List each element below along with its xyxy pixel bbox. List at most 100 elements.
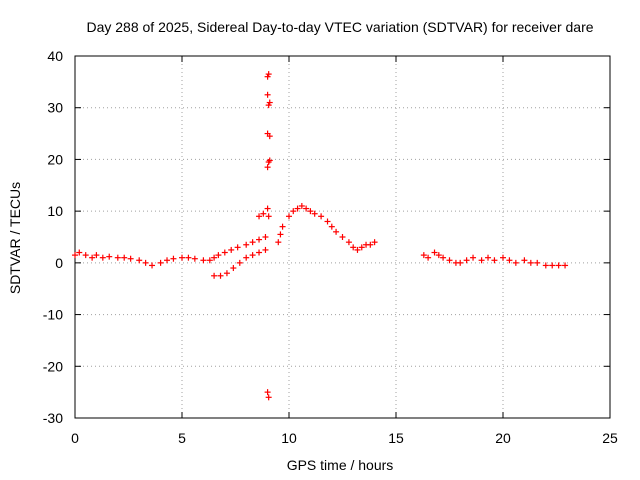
data-point [265, 394, 272, 401]
data-point [206, 257, 213, 264]
data-point [277, 231, 284, 238]
x-tick-label: 5 [178, 430, 186, 446]
data-point [256, 213, 263, 220]
data-point [264, 205, 271, 212]
data-point [275, 239, 282, 246]
data-point [106, 253, 113, 260]
y-tick-label: 10 [47, 203, 63, 219]
data-point [367, 241, 374, 248]
data-point [76, 249, 83, 256]
data-point [491, 257, 498, 264]
data-point [256, 236, 263, 243]
data-point [328, 223, 335, 230]
data-point [234, 244, 241, 251]
y-tick-label: 20 [47, 151, 63, 167]
data-point [136, 257, 143, 264]
data-point [266, 157, 273, 164]
data-point [170, 255, 177, 262]
data-point [265, 213, 272, 220]
data-point [249, 252, 256, 259]
y-tick-labels: -30 -20 -10 0 10 20 30 40 [43, 48, 63, 426]
x-tick-label: 25 [602, 430, 618, 446]
data-point [555, 262, 562, 269]
x-tick-label: 15 [388, 430, 404, 446]
data-point [527, 259, 534, 266]
data-point [354, 246, 361, 253]
chart-title: Day 288 of 2025, Sidereal Day-to-day VTE… [86, 19, 593, 35]
data-point [228, 246, 235, 253]
data-point [264, 164, 271, 171]
data-point [485, 254, 492, 261]
data-point [265, 102, 272, 109]
data-point [127, 255, 134, 262]
data-point [431, 249, 438, 256]
data-point [179, 254, 185, 261]
data-point [217, 272, 224, 279]
y-tick-label: 40 [47, 48, 63, 64]
x-tick-label: 10 [281, 430, 297, 446]
y-axis-label: SDTVAR / TECUs [7, 182, 23, 294]
data-point [82, 252, 89, 259]
data-point [345, 239, 352, 246]
data-points [72, 71, 569, 401]
data-point [236, 259, 243, 266]
data-point [264, 91, 271, 98]
data-point [463, 257, 470, 264]
plot-area-frame [74, 55, 611, 419]
data-point [339, 234, 346, 240]
data-point [249, 239, 256, 246]
data-point [358, 244, 365, 251]
data-point [114, 254, 121, 261]
data-point [549, 262, 556, 269]
y-tick-label: -30 [43, 410, 63, 426]
data-point [266, 133, 273, 140]
data-point [262, 234, 269, 240]
data-point [260, 210, 267, 217]
data-point [542, 262, 549, 269]
data-point [221, 249, 228, 256]
data-point [303, 205, 310, 212]
data-point [435, 252, 442, 259]
data-point [318, 213, 325, 220]
data-point [298, 202, 305, 209]
data-point [457, 259, 464, 266]
data-point [350, 244, 357, 251]
data-point [290, 208, 297, 215]
data-point [230, 265, 237, 272]
data-point [200, 257, 207, 264]
data-point [521, 257, 528, 264]
data-point [121, 254, 128, 261]
grid [75, 56, 610, 418]
x-tick-label: 0 [71, 430, 79, 446]
data-point [243, 254, 250, 261]
data-point [265, 71, 272, 78]
data-point [333, 228, 340, 235]
y-tick-label: -20 [43, 358, 63, 374]
data-point [142, 259, 149, 266]
x-axis-label: GPS time / hours [287, 457, 394, 473]
data-point [470, 254, 477, 261]
data-point [506, 257, 513, 264]
data-point [500, 254, 506, 261]
data-point [311, 210, 318, 217]
data-point [215, 252, 222, 259]
data-point [420, 252, 427, 259]
data-point [446, 257, 453, 264]
data-point [562, 262, 569, 269]
data-point [534, 259, 541, 266]
data-point [149, 262, 156, 269]
data-point [425, 254, 432, 261]
x-tick-labels: 0 5 10 15 20 25 [71, 430, 618, 446]
y-tick-label: 0 [55, 255, 63, 271]
data-point [191, 255, 198, 262]
data-point [72, 252, 78, 259]
data-point [294, 205, 301, 212]
x-tick-label: 20 [495, 430, 511, 446]
y-tick-label: -10 [43, 307, 63, 323]
data-point [185, 254, 192, 261]
data-point [243, 241, 250, 248]
data-point [279, 223, 286, 230]
data-point [307, 208, 314, 215]
data-point [286, 213, 292, 220]
